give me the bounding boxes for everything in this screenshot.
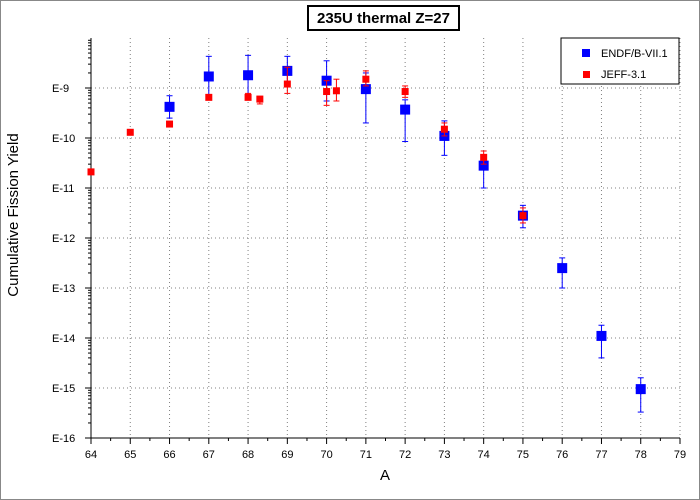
data-point [256,95,264,103]
legend: ENDF/B-VII.1 JEFF-3.1 [560,37,680,85]
y-tick-label: E-10 [52,133,75,145]
data-series [87,54,646,413]
x-tick-label: 74 [478,449,490,461]
data-point [166,120,174,128]
x-tick-label: 65 [124,449,136,461]
x-tick-label: 73 [438,449,450,461]
x-tick-label: 72 [399,449,411,461]
data-point [635,384,646,395]
chart-title: 235U thermal Z=27 [307,5,460,31]
x-tick-label: 64 [85,449,97,461]
series-jeff [87,66,527,224]
x-tick-label: 69 [281,449,293,461]
data-point [203,71,214,82]
grid [91,38,681,438]
x-tick-label: 78 [635,449,647,461]
x-axis-ticks: 64 65 66 67 68 69 70 71 72 73 74 75 76 77 78 79 [85,438,686,461]
data-point [87,168,95,176]
y-tick-label: E-13 [52,283,75,295]
x-tick-label: 79 [674,449,686,461]
legend-label-jeff: JEFF-3.1 [601,69,646,81]
y-axis-label: Cumulative Fission Yield [5,133,22,296]
data-point [243,70,254,81]
data-point [360,84,371,95]
x-tick-label: 77 [595,449,607,461]
x-tick-label: 66 [163,449,175,461]
y-tick-label: E-9 [52,83,69,95]
x-tick-label: 75 [517,449,529,461]
data-point [440,125,448,133]
data-point [126,128,134,136]
data-point [401,88,409,96]
data-point [478,160,489,171]
data-point [244,93,252,101]
legend-marker-endf [582,49,590,57]
y-tick-label: E-12 [52,233,75,245]
x-axis-label: A [380,467,390,484]
legend-label-endf: ENDF/B-VII.1 [601,48,668,60]
y-tick-label: E-14 [52,333,75,345]
y-tick-label: E-16 [52,433,75,445]
data-point [205,93,213,101]
y-tick-label: E-15 [52,383,75,395]
data-point [557,263,568,274]
y-tick-label: E-11 [52,183,74,195]
y-axis-ticks: E-16 E-15 E-14 E-13 E-12 E-11 E-10 E-9 [52,39,91,445]
data-point [362,75,370,83]
x-tick-label: 76 [556,449,568,461]
data-point [519,212,527,220]
data-point [596,330,607,341]
data-point [164,101,175,112]
x-tick-label: 70 [320,449,332,461]
legend-box [560,37,680,85]
data-point [400,104,411,115]
data-point [480,153,488,161]
data-point [323,88,331,96]
data-point [332,87,340,95]
data-point [283,80,291,88]
x-tick-label: 71 [360,449,372,461]
legend-marker-jeff [583,71,590,78]
x-tick-label: 68 [242,449,254,461]
x-tick-label: 67 [203,449,215,461]
